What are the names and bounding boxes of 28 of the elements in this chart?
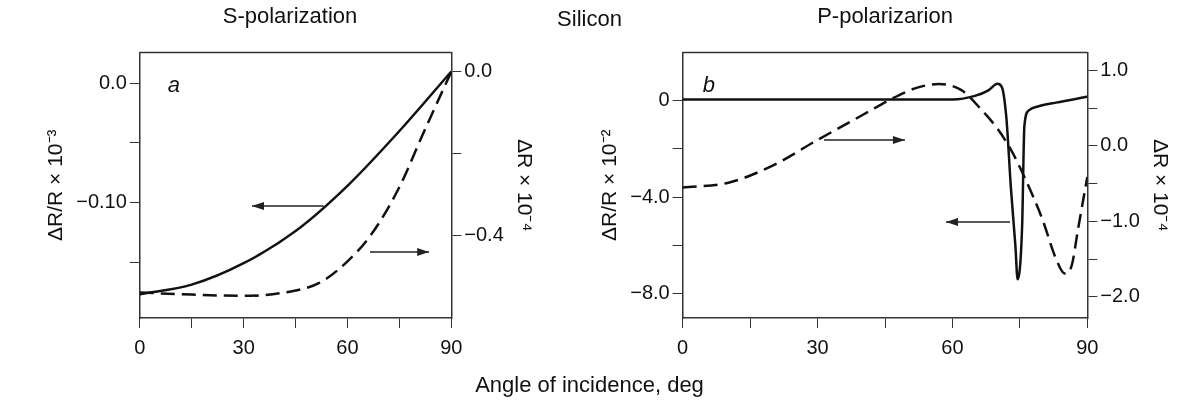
x-tick-label: 0 [677,335,689,358]
annotation: b [702,72,715,98]
x-tick-label: 60 [941,335,964,358]
y2-tick-label: −2.0 [1100,284,1140,307]
y2-axis-title: ΔR × 10⁻⁴ [1149,138,1173,232]
y-axis-title: ΔR/R × 10⁻² [597,129,621,241]
x-tick-label: 30 [232,335,255,358]
chart-title: P-polarizarion [817,3,953,29]
y-tick-label: −0.10 [76,189,127,212]
x-tick-label: 90 [1076,335,1099,358]
y-tick-label: −8.0 [630,281,670,304]
x-tick-label: 0 [134,335,146,358]
x-axis-title: Angle of incidence, deg [474,372,705,398]
y2-tick-label: −1.0 [1100,208,1140,231]
y2-tick-label: 1.0 [1100,58,1129,81]
y-tick-label: −4.0 [630,184,670,207]
annotation: a [167,72,181,98]
y2-tick-label: −0.4 [464,223,504,246]
chart-title: S-polarization [222,3,358,29]
y-tick-label: 0 [658,88,670,111]
y2-tick-label: 0.0 [1100,133,1129,156]
text: Silicon [557,6,622,31]
x-tick-label: 90 [440,335,463,358]
x-tick-label: 60 [336,335,359,358]
x-tick-label: 30 [806,335,829,358]
y2-axis-title: ΔR × 10⁻⁴ [513,138,537,232]
y2-tick-label: 0.0 [464,59,493,82]
y-axis-title: ΔR/R × 10⁻³ [43,129,67,241]
